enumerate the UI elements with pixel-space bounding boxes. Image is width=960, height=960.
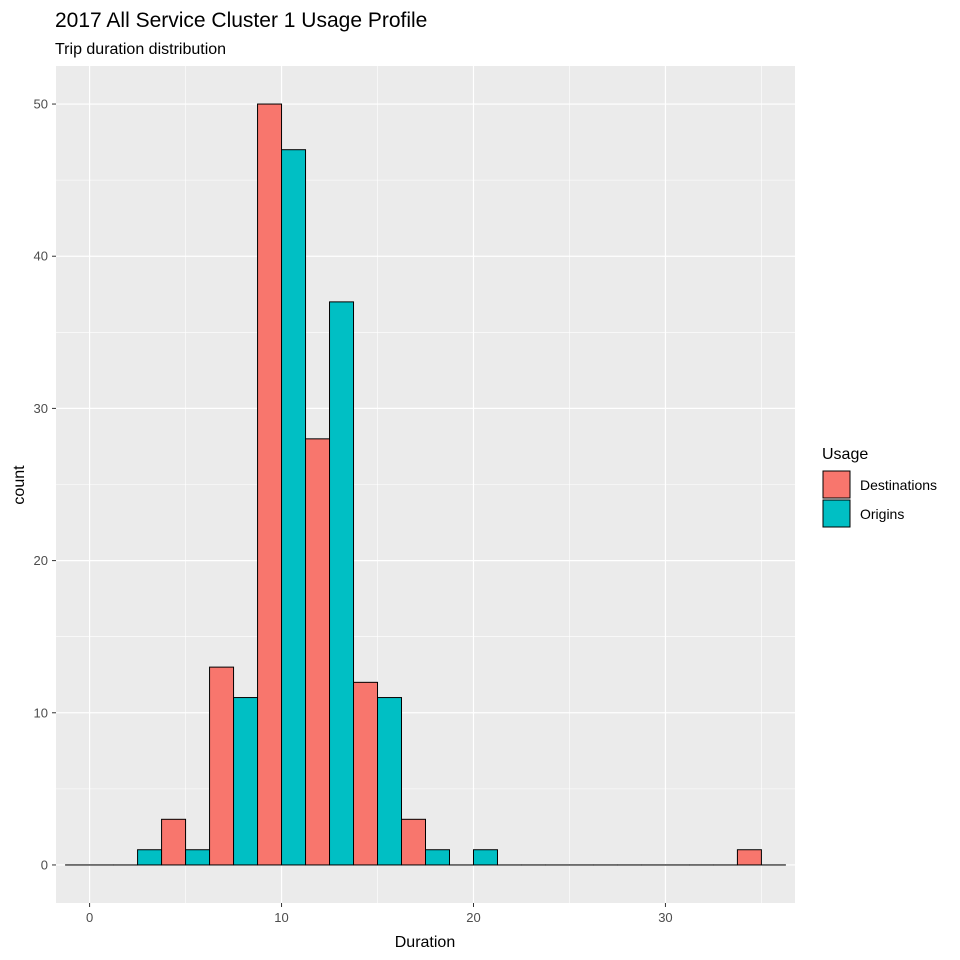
y-tick-label: 50 [34, 97, 48, 112]
y-axis-title: count [11, 465, 28, 505]
x-tick-label: 30 [658, 910, 672, 925]
y-tick-label: 20 [34, 553, 48, 568]
bar-destinations-17.5 [401, 818, 427, 866]
bar-destinations-12.5 [305, 438, 331, 866]
x-tick-label: 20 [466, 910, 480, 925]
bar-destinations-10 [257, 103, 283, 866]
legend-key-origins [822, 499, 851, 528]
bar-destinations-15 [353, 681, 379, 866]
bar-origins-10 [281, 149, 307, 866]
chart-subtitle: Trip duration distribution [55, 41, 226, 58]
bar-origins-20 [472, 849, 498, 866]
chart-title: 2017 All Service Cluster 1 Usage Profile [55, 9, 427, 32]
y-tick-label: 30 [34, 401, 48, 416]
bar-destinations-35 [736, 849, 762, 866]
x-axis-title: Duration [395, 934, 455, 951]
y-tick-label: 10 [34, 705, 48, 720]
bar-destinations-5 [161, 818, 187, 866]
legend-key-destinations [822, 470, 851, 499]
legend-label-origins: Origins [860, 506, 904, 522]
legend-title: Usage [822, 446, 868, 463]
legend-label-destinations: Destinations [860, 477, 937, 493]
y-tick-label: 0 [41, 857, 48, 872]
axes: 0 10 20 30 0 10 20 30 40 50 [34, 97, 673, 925]
bar-origins-15 [377, 697, 403, 866]
bar-origins-12.5 [329, 301, 355, 866]
bar-origins-17.5 [425, 849, 450, 866]
bar-origins-7.5 [233, 697, 259, 866]
bar-origins-2.5 [137, 849, 163, 866]
bar-destinations-7.5 [209, 666, 235, 866]
bar-origins-5 [185, 849, 211, 866]
x-tick-label: 0 [86, 910, 93, 925]
x-tick-label: 10 [274, 910, 288, 925]
y-tick-label: 40 [34, 249, 48, 264]
bars [65, 103, 786, 866]
legend: Usage Destinations Origins [822, 446, 937, 528]
